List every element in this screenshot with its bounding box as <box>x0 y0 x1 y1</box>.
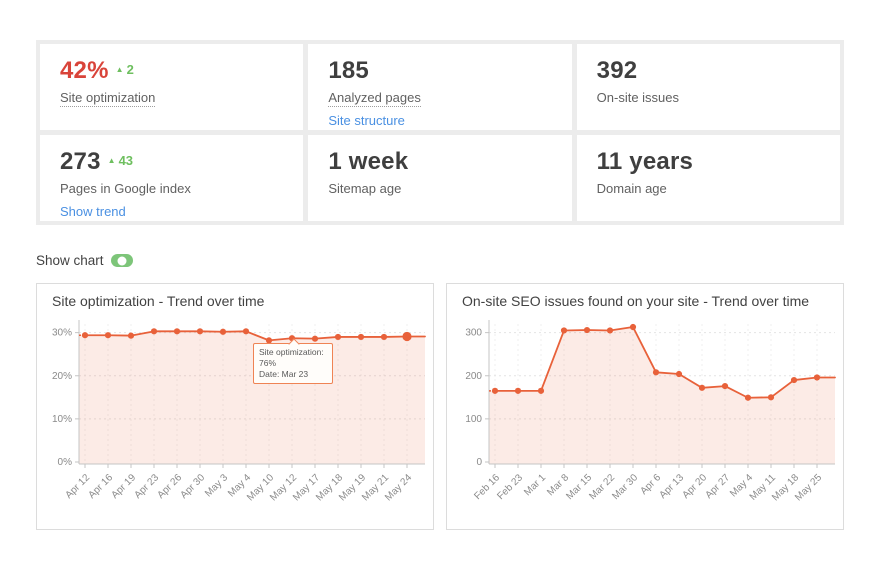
stat-label: Sitemap age <box>328 181 402 196</box>
show-trend-link[interactable]: Show trend <box>60 204 126 219</box>
chart-tooltip: Site optimization: 76% Date: Mar 23 <box>253 343 333 384</box>
chart-title: Site optimization - Trend over time <box>52 293 265 309</box>
svg-text:Apr 12: Apr 12 <box>64 472 93 501</box>
svg-text:20%: 20% <box>52 371 72 382</box>
svg-text:Apr 26: Apr 26 <box>156 472 185 501</box>
svg-text:Apr 19: Apr 19 <box>110 472 139 501</box>
svg-text:100: 100 <box>465 414 482 425</box>
toggle-knob <box>117 256 127 265</box>
svg-text:Apr 16: Apr 16 <box>87 472 116 501</box>
svg-text:300: 300 <box>465 328 482 339</box>
stat-value-row: 273 ▲ 43 <box>60 148 283 176</box>
delta-value: 43 <box>118 153 134 168</box>
onsite-issues-chart-card: On-site SEO issues found on your site - … <box>446 283 844 530</box>
stat-value-row: 11 years <box>597 148 820 176</box>
analyzed-pages-value: 185 <box>328 57 369 84</box>
sitemap-age-value: 1 week <box>328 148 409 175</box>
svg-text:10%: 10% <box>52 414 72 425</box>
stat-card-site-optimization: 42% ▲ 2 Site optimization <box>40 44 304 130</box>
svg-text:0%: 0% <box>58 457 73 468</box>
site-optimization-chart-card: Site optimization - Trend over time 0% 10… <box>36 283 434 530</box>
delta-up-icon: ▲ <box>115 64 124 74</box>
chart-title: On-site SEO issues found on your site - … <box>462 293 810 309</box>
stat-card-domain-age: 11 years Domain age <box>576 135 840 221</box>
stat-value-row: 392 <box>597 57 820 85</box>
onsite-issues-value: 392 <box>596 57 638 84</box>
tooltip-value-line: Site optimization: 76% <box>259 347 324 368</box>
svg-text:May 25: May 25 <box>793 472 824 503</box>
svg-text:Apr 27: Apr 27 <box>704 472 733 501</box>
stat-label: On-site issues <box>596 90 680 105</box>
delta-value: 2 <box>126 62 134 77</box>
svg-text:0: 0 <box>476 457 482 468</box>
stat-delta: ▲ 43 <box>108 153 133 168</box>
stats-panel: 42% ▲ 2 Site optimization 185 Analyzed p… <box>36 40 844 225</box>
svg-text:Apr 23: Apr 23 <box>133 472 162 501</box>
svg-text:200: 200 <box>465 371 482 382</box>
stat-value-row: 185 <box>328 57 551 85</box>
stat-value-row: 42% ▲ 2 <box>60 57 283 85</box>
stat-label[interactable]: Analyzed pages <box>328 90 421 107</box>
svg-text:Apr 20: Apr 20 <box>681 472 710 501</box>
svg-text:Apr 13: Apr 13 <box>658 472 687 501</box>
stat-card-google-index: 273 ▲ 43 Pages in Google index Show tren… <box>40 135 304 221</box>
show-chart-row: Show chart <box>36 253 133 268</box>
svg-text:Apr 30: Apr 30 <box>179 472 208 501</box>
stat-label[interactable]: Site optimization <box>60 90 156 107</box>
stat-card-sitemap-age: 1 week Sitemap age <box>308 135 572 221</box>
charts-row: Site optimization - Trend over time 0% 10… <box>36 283 844 530</box>
svg-text:May 24: May 24 <box>383 472 414 503</box>
stat-card-onsite-issues: 392 On-site issues <box>576 44 840 130</box>
show-chart-label: Show chart <box>36 253 104 268</box>
svg-text:Mar 30: Mar 30 <box>610 472 640 502</box>
stat-card-analyzed-pages: 185 Analyzed pages Site structure <box>308 44 572 130</box>
stat-value-row: 1 week <box>328 148 551 176</box>
site-optimization-value: 42% <box>60 57 109 84</box>
tooltip-date-line: Date: Mar 23 <box>259 369 309 379</box>
stat-label: Domain age <box>596 181 667 196</box>
delta-up-icon: ▲ <box>107 155 116 165</box>
svg-text:Feb 23: Feb 23 <box>495 472 525 502</box>
svg-text:30%: 30% <box>52 328 72 339</box>
svg-text:Mar 1: Mar 1 <box>522 472 548 498</box>
show-chart-toggle[interactable] <box>110 254 133 267</box>
domain-age-value: 11 years <box>596 148 694 175</box>
site-structure-link[interactable]: Site structure <box>328 113 405 128</box>
google-index-value: 273 <box>60 148 101 175</box>
stat-delta: ▲ 2 <box>116 62 134 77</box>
svg-text:May 3: May 3 <box>203 472 230 499</box>
stat-label: Pages in Google index <box>60 181 191 196</box>
